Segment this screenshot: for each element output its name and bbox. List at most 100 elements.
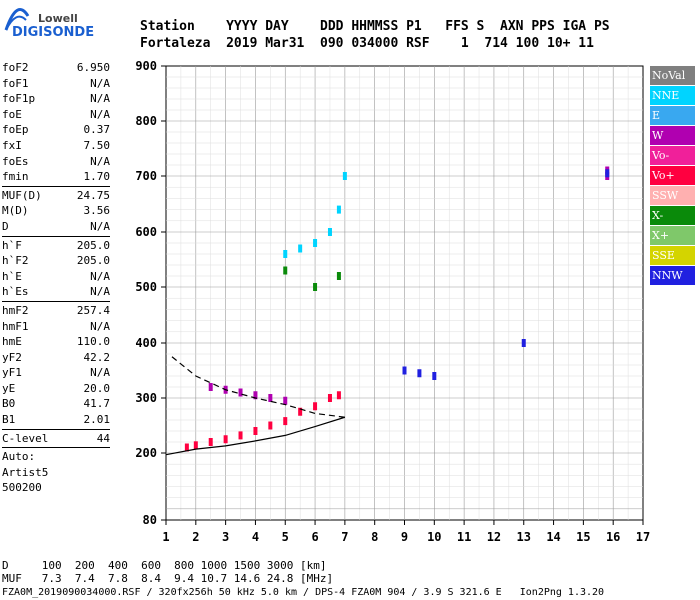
x-tick-label: 16 bbox=[606, 530, 620, 544]
param-row: B1 2.01 bbox=[2, 412, 110, 428]
echo-point bbox=[605, 169, 610, 178]
polarization-legend: NoVal NNE E W Vo- Vo+ SSW X- X+ SSE NNW bbox=[650, 66, 695, 286]
param-value: 257.4 bbox=[76, 303, 110, 317]
param-value: 6.950 bbox=[76, 61, 110, 74]
echo-point bbox=[336, 272, 341, 280]
param-value: N/A bbox=[90, 154, 110, 168]
param-name: C-level bbox=[2, 431, 49, 445]
param-name: foEs bbox=[2, 154, 29, 168]
x-tick-label: 7 bbox=[341, 530, 348, 544]
x-tick-label: 14 bbox=[546, 530, 560, 544]
x-tick-label: 17 bbox=[636, 530, 650, 544]
param-name: h`Es bbox=[2, 285, 29, 299]
y-tick-label: 900 bbox=[135, 59, 157, 73]
param-name: hmF2 bbox=[2, 303, 29, 317]
param-name: h`E bbox=[2, 269, 22, 283]
y-tick-label: 500 bbox=[135, 280, 157, 294]
header-labels: Station YYYY DAY DDD HHMMSS P1 FFS S AXN… bbox=[140, 19, 610, 34]
series-x- bbox=[283, 266, 341, 291]
param-name: yF2 bbox=[2, 350, 22, 364]
param-row: D N/A bbox=[2, 219, 110, 235]
param-row: MUF(D) 24.75 bbox=[2, 188, 110, 204]
x-tick-label: 5 bbox=[282, 530, 289, 544]
param-name: MUF(D) bbox=[2, 188, 42, 202]
param-row: fmin 1.70 bbox=[2, 169, 110, 185]
y-tick-label: 600 bbox=[135, 225, 157, 239]
x-tick-label: 9 bbox=[401, 530, 408, 544]
echo-point bbox=[238, 431, 243, 440]
file-info-row: FZA0M_2019090034000.RSF / 320fx256h 50 k… bbox=[2, 587, 605, 598]
legend-item-nnw: NNW bbox=[650, 266, 695, 285]
param-row: h`Es N/A bbox=[2, 284, 110, 300]
echo-point bbox=[283, 250, 288, 258]
param-value: 3.56 bbox=[83, 204, 111, 218]
param-row: foEs N/A bbox=[2, 154, 110, 170]
legend-item-ssw: SSW bbox=[650, 186, 695, 205]
logo-text-lowell: Lowell bbox=[38, 12, 78, 25]
param-value: N/A bbox=[90, 92, 110, 106]
param-name: foF1p bbox=[2, 92, 36, 106]
echo-point bbox=[298, 407, 303, 416]
echo-point bbox=[327, 228, 332, 236]
echo-point bbox=[336, 205, 341, 214]
param-value: N/A bbox=[90, 76, 110, 90]
param-name: fxI bbox=[2, 138, 22, 152]
param-value: N/A bbox=[90, 319, 110, 333]
x-tick-label: 13 bbox=[517, 530, 531, 544]
param-row: foF1 N/A bbox=[2, 76, 110, 92]
param-divider bbox=[2, 447, 110, 449]
param-name: yF1 bbox=[2, 366, 22, 380]
param-name: foF2 bbox=[2, 61, 29, 74]
param-row: foF2 6.950 bbox=[2, 60, 110, 76]
param-value: N/A bbox=[90, 366, 110, 380]
param-value: 2.01 bbox=[83, 413, 111, 427]
param-value: N/A bbox=[90, 219, 110, 233]
param-value: 1.70 bbox=[83, 170, 111, 184]
legend-item-noval: NoVal bbox=[650, 66, 695, 85]
legend-item-sse: SSE bbox=[650, 246, 695, 265]
header-values: Fortaleza 2019 Mar31 090 034000 RSF 1 71… bbox=[140, 36, 594, 51]
y-tick-label: 80 bbox=[143, 513, 157, 527]
echo-point bbox=[253, 391, 258, 400]
x-tick-label: 8 bbox=[371, 530, 378, 544]
param-value: 205.0 bbox=[76, 238, 110, 252]
autoscaler-auto: Auto: bbox=[2, 450, 36, 464]
legend-item-x-: X+ bbox=[650, 226, 695, 245]
param-row: fxI 7.50 bbox=[2, 138, 110, 154]
x-tick-label: 2 bbox=[192, 530, 199, 544]
digisonde-logo-icon bbox=[4, 8, 30, 31]
param-row: M(D) 3.56 bbox=[2, 203, 110, 219]
param-name: foEp bbox=[2, 123, 29, 137]
echo-point bbox=[417, 369, 422, 378]
y-tick-label: 200 bbox=[135, 446, 157, 460]
param-row: foF1p N/A bbox=[2, 91, 110, 107]
echo-point bbox=[253, 427, 258, 435]
y-tick-label: 800 bbox=[135, 114, 157, 128]
legend-item-vo-: Vo+ bbox=[650, 166, 695, 185]
param-name: h`F bbox=[2, 238, 22, 252]
param-value: 41.7 bbox=[83, 397, 111, 411]
series-w bbox=[208, 166, 610, 405]
param-name: D bbox=[2, 219, 9, 233]
echo-point bbox=[268, 394, 273, 402]
param-divider bbox=[2, 185, 110, 187]
autoscaler-artist-id: 500200 bbox=[2, 481, 42, 495]
param-row: yF1 N/A bbox=[2, 365, 110, 381]
legend-item-w: W bbox=[650, 126, 695, 145]
echo-point bbox=[184, 443, 189, 452]
param-row: hmF2 257.4 bbox=[2, 303, 110, 319]
param-name: h`F2 bbox=[2, 254, 29, 268]
param-row: yF2 42.2 bbox=[2, 350, 110, 366]
param-value: 7.50 bbox=[83, 138, 111, 152]
series-nne bbox=[283, 172, 347, 258]
param-value: 205.0 bbox=[76, 254, 110, 268]
distance-row: D 100 200 400 600 800 1000 1500 3000 [km… bbox=[2, 559, 327, 572]
param-value: 20.0 bbox=[83, 381, 111, 395]
param-row: yE 20.0 bbox=[2, 381, 110, 397]
x-tick-label: 6 bbox=[311, 530, 318, 544]
echo-point bbox=[342, 172, 347, 180]
param-row: h`E N/A bbox=[2, 269, 110, 285]
param-name: hmE bbox=[2, 335, 22, 349]
param-name: hmF1 bbox=[2, 319, 29, 333]
echo-point bbox=[313, 402, 318, 411]
